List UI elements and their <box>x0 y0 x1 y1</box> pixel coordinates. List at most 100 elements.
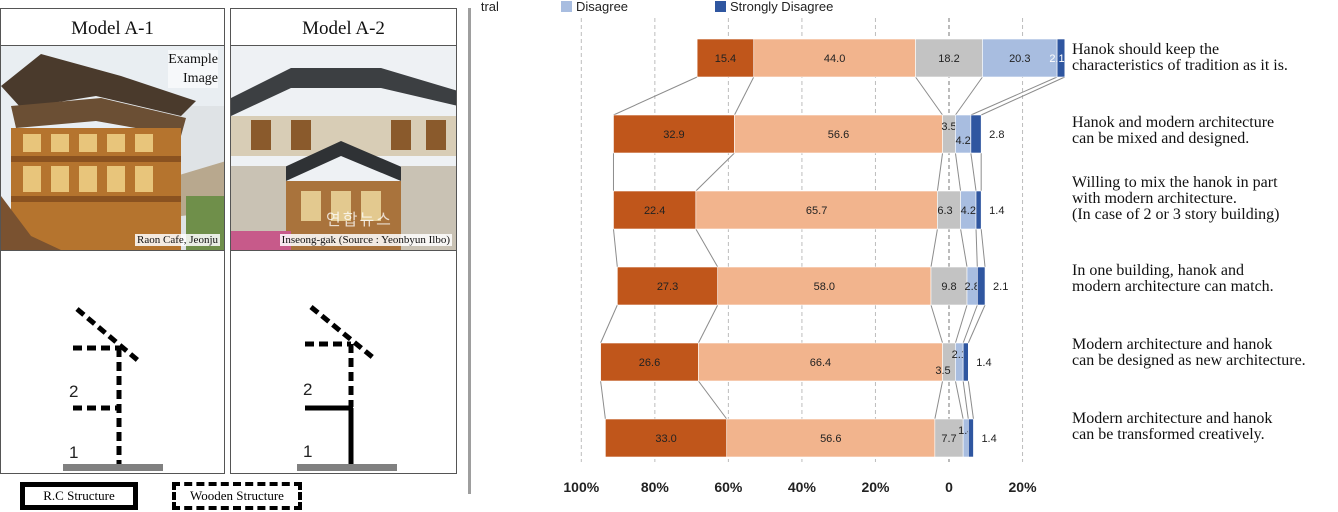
x-tick-label: 40% <box>788 479 817 495</box>
connector-line <box>934 380 944 420</box>
statement-3-line-1: Willing to mix the hanok in part <box>1072 174 1278 191</box>
rc-structure-legend: R.C Structure <box>20 482 138 510</box>
model-a1-floor-2: 2 <box>69 382 79 401</box>
example-image-label: Example Image <box>168 50 218 88</box>
data-label: 66.4 <box>810 357 831 369</box>
model-a1-panel: Model A-1 Example Image <box>0 8 225 474</box>
bar-segment <box>968 418 974 458</box>
connector-line <box>600 304 618 344</box>
connector-line <box>954 304 968 344</box>
model-a1-photo: Example Image Raon Cafe, Jeonju <box>1 46 224 251</box>
connector-line <box>915 76 943 116</box>
data-label: 32.9 <box>663 129 684 141</box>
legend-label: Strongly Disagree <box>730 0 833 14</box>
connector-line <box>967 380 974 420</box>
connector-line <box>697 304 719 344</box>
connector-line <box>955 76 983 116</box>
statement-1-line-2: characteristics of tradition as it is. <box>1072 57 1288 74</box>
example-label-line2: Image <box>183 71 218 86</box>
statement-6-line-1: Modern architecture and hanok <box>1072 410 1273 427</box>
data-label: 1.4 <box>981 433 996 445</box>
connector-line <box>962 304 978 344</box>
connector-line <box>734 76 755 116</box>
statement-1: Hanok should keep the characteristics of… <box>1072 42 1338 74</box>
data-label: 56.6 <box>828 129 849 141</box>
x-tick-label: 20% <box>861 479 890 495</box>
rc-structure-label: R.C Structure <box>43 488 115 503</box>
panel-divider <box>468 8 471 494</box>
connector-line <box>975 228 978 268</box>
model-a2-diagram: 2 1 <box>231 252 456 473</box>
x-tick-label: 60% <box>714 479 743 495</box>
connector-line <box>695 228 719 268</box>
statement-3-line-3: (In case of 2 or 3 story building) <box>1072 206 1280 223</box>
connector-line <box>930 304 944 344</box>
connector-line <box>613 76 698 116</box>
model-a2-floor-1: 1 <box>303 442 313 461</box>
connector-line <box>980 76 1066 116</box>
connector-line <box>954 152 962 192</box>
statement-6-line-2: can be transformed creatively. <box>1072 426 1265 443</box>
connector-line <box>962 380 969 420</box>
connector-line <box>967 304 986 344</box>
statement-2: Hanok and modern architecture can be mix… <box>1072 115 1338 147</box>
data-label: 27.3 <box>657 281 678 293</box>
data-label: 22.4 <box>644 205 665 217</box>
data-label: 20.3 <box>1009 53 1030 65</box>
data-label: 18.2 <box>938 53 959 65</box>
connector-line <box>698 380 728 420</box>
data-label: 9.8 <box>941 281 956 293</box>
data-label: 4.2 <box>961 205 976 217</box>
bar-segment <box>753 38 916 78</box>
bar-segment <box>915 38 983 78</box>
data-label: 65.7 <box>806 205 827 217</box>
watermark-text: 연합뉴스 <box>326 212 393 229</box>
bar-segment <box>1056 38 1066 78</box>
statement-3: Willing to mix the hanok in part with mo… <box>1072 175 1338 223</box>
data-label: 6.3 <box>937 205 952 217</box>
data-label: 58.0 <box>814 281 835 293</box>
data-label: 1.4 <box>976 357 991 369</box>
model-a2-caption: Inseong-gak (Source : Yeonbyun Ilbo) <box>279 234 452 246</box>
data-label: 2.1 <box>1049 53 1064 65</box>
statement-4-line-1: In one building, hanok and <box>1072 262 1244 279</box>
watermark-logo: 연합뉴스 <box>326 206 393 230</box>
bar-segment <box>726 418 936 458</box>
statement-2-line-1: Hanok and modern architecture <box>1072 114 1275 131</box>
data-label: 4.2 <box>956 135 971 147</box>
connector-line <box>936 152 944 192</box>
example-label-line1: Example <box>168 52 218 67</box>
data-label: 3.5 <box>941 121 956 133</box>
bar-segment <box>930 266 968 306</box>
data-label: 1.4 <box>989 205 1004 217</box>
legend-label: Disagree <box>576 0 628 14</box>
connector-line <box>954 380 964 420</box>
bar-segment <box>955 114 972 154</box>
connector-line <box>612 228 618 268</box>
connector-line <box>695 152 735 192</box>
statement-4-line-2: modern architecture can match. <box>1072 278 1274 295</box>
connector-line <box>980 228 986 268</box>
data-label: 33.0 <box>655 433 676 445</box>
legend-item: Neutral <box>480 0 499 14</box>
data-label: 2.8 <box>989 129 1004 141</box>
model-a1-floor-1: 1 <box>69 443 79 462</box>
legend-item: Disagree <box>561 0 628 14</box>
legend-item: Strongly Disagree <box>715 0 833 14</box>
wooden-structure-label: Wooden Structure <box>190 488 284 503</box>
data-label: 26.6 <box>639 357 660 369</box>
legend-label: Neutral <box>480 0 499 14</box>
model-a2-floor-2: 2 <box>303 380 313 399</box>
bar-segment <box>975 190 982 230</box>
bar-segment <box>695 190 938 230</box>
statement-5: Modern architecture and hanok can be des… <box>1072 337 1338 369</box>
bar-segment <box>734 114 943 154</box>
model-a2-title: Model A-2 <box>231 9 456 46</box>
connector-line <box>960 228 968 268</box>
connector-line <box>970 76 1058 116</box>
bar-segment <box>605 418 728 458</box>
model-a1-diagram: 2 1 <box>1 252 224 473</box>
model-a1-caption: Raon Cafe, Jeonju <box>135 234 220 246</box>
statement-1-line-1: Hanok should keep the <box>1072 41 1220 58</box>
bar-segment <box>613 114 735 154</box>
